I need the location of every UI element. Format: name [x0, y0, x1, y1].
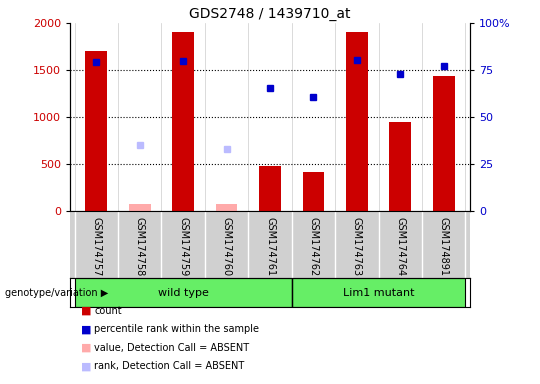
- Text: GSM174763: GSM174763: [352, 217, 362, 276]
- Text: ■: ■: [81, 324, 92, 334]
- Text: GSM174762: GSM174762: [308, 217, 319, 276]
- Bar: [389, 122, 411, 211]
- Bar: [75, 278, 292, 307]
- Text: value, Detection Call = ABSENT: value, Detection Call = ABSENT: [94, 343, 249, 353]
- Text: GSM174757: GSM174757: [91, 217, 102, 276]
- Title: GDS2748 / 1439710_at: GDS2748 / 1439710_at: [189, 7, 351, 21]
- Text: GSM174891: GSM174891: [438, 217, 449, 276]
- Text: GSM174761: GSM174761: [265, 217, 275, 276]
- Text: ■: ■: [81, 361, 92, 371]
- Text: GSM174760: GSM174760: [221, 217, 232, 276]
- Bar: [172, 33, 194, 211]
- Bar: [292, 278, 465, 307]
- Bar: [129, 204, 151, 211]
- Text: genotype/variation ▶: genotype/variation ▶: [5, 288, 109, 298]
- Text: wild type: wild type: [158, 288, 208, 298]
- Text: ■: ■: [81, 306, 92, 316]
- Bar: [302, 172, 325, 211]
- Bar: [346, 33, 368, 211]
- Text: Lim1 mutant: Lim1 mutant: [343, 288, 414, 298]
- Text: ■: ■: [81, 343, 92, 353]
- Text: GSM174759: GSM174759: [178, 217, 188, 276]
- Text: rank, Detection Call = ABSENT: rank, Detection Call = ABSENT: [94, 361, 245, 371]
- Bar: [215, 204, 238, 211]
- Bar: [433, 76, 455, 211]
- Text: GSM174758: GSM174758: [134, 217, 145, 276]
- Text: GSM174764: GSM174764: [395, 217, 406, 276]
- Bar: [85, 51, 107, 211]
- Text: count: count: [94, 306, 122, 316]
- Text: percentile rank within the sample: percentile rank within the sample: [94, 324, 260, 334]
- Bar: [259, 166, 281, 211]
